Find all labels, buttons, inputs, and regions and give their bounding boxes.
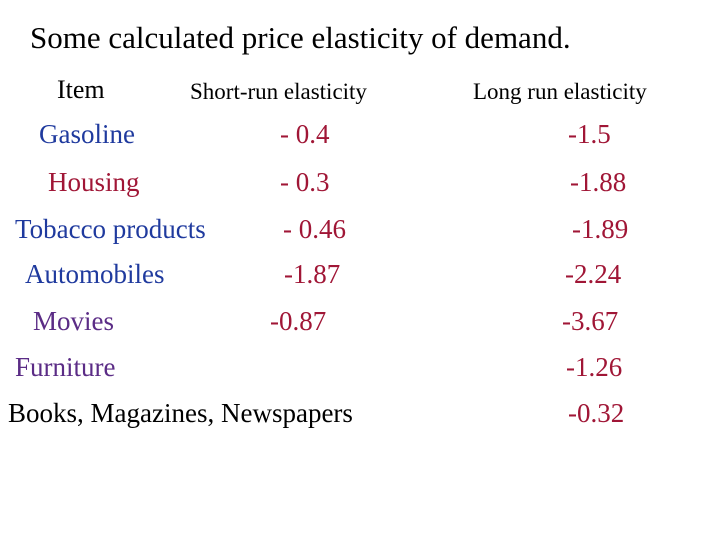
row-long-books: -0.32 <box>568 398 625 428</box>
row-item-tobacco: Tobacco products <box>15 214 206 244</box>
row-short-tobacco: - 0.46 <box>283 214 346 244</box>
row-long-furniture: -1.26 <box>566 352 623 382</box>
row-short-housing: - 0.3 <box>280 167 330 197</box>
row-long-housing: -1.88 <box>570 167 627 197</box>
column-header-item: Item <box>57 75 105 104</box>
row-item-books: Books, Magazines, Newspapers <box>8 398 353 428</box>
row-item-gasoline: Gasoline <box>39 119 135 149</box>
column-header-short-run: Short-run elasticity <box>190 79 367 104</box>
row-item-furniture: Furniture <box>15 352 116 382</box>
row-item-movies: Movies <box>33 306 114 336</box>
row-long-movies: -3.67 <box>562 306 619 336</box>
row-short-gasoline: - 0.4 <box>280 119 330 149</box>
row-item-automobiles: Automobiles <box>25 259 165 289</box>
column-header-long-run: Long run elasticity <box>473 79 647 104</box>
row-long-gasoline: -1.5 <box>568 119 611 149</box>
row-item-housing: Housing <box>48 167 140 197</box>
row-short-movies: -0.87 <box>270 306 327 336</box>
slide-title: Some calculated price elasticity of dema… <box>30 20 571 55</box>
row-short-automobiles: -1.87 <box>284 259 341 289</box>
row-long-automobiles: -2.24 <box>565 259 622 289</box>
row-long-tobacco: -1.89 <box>572 214 629 244</box>
